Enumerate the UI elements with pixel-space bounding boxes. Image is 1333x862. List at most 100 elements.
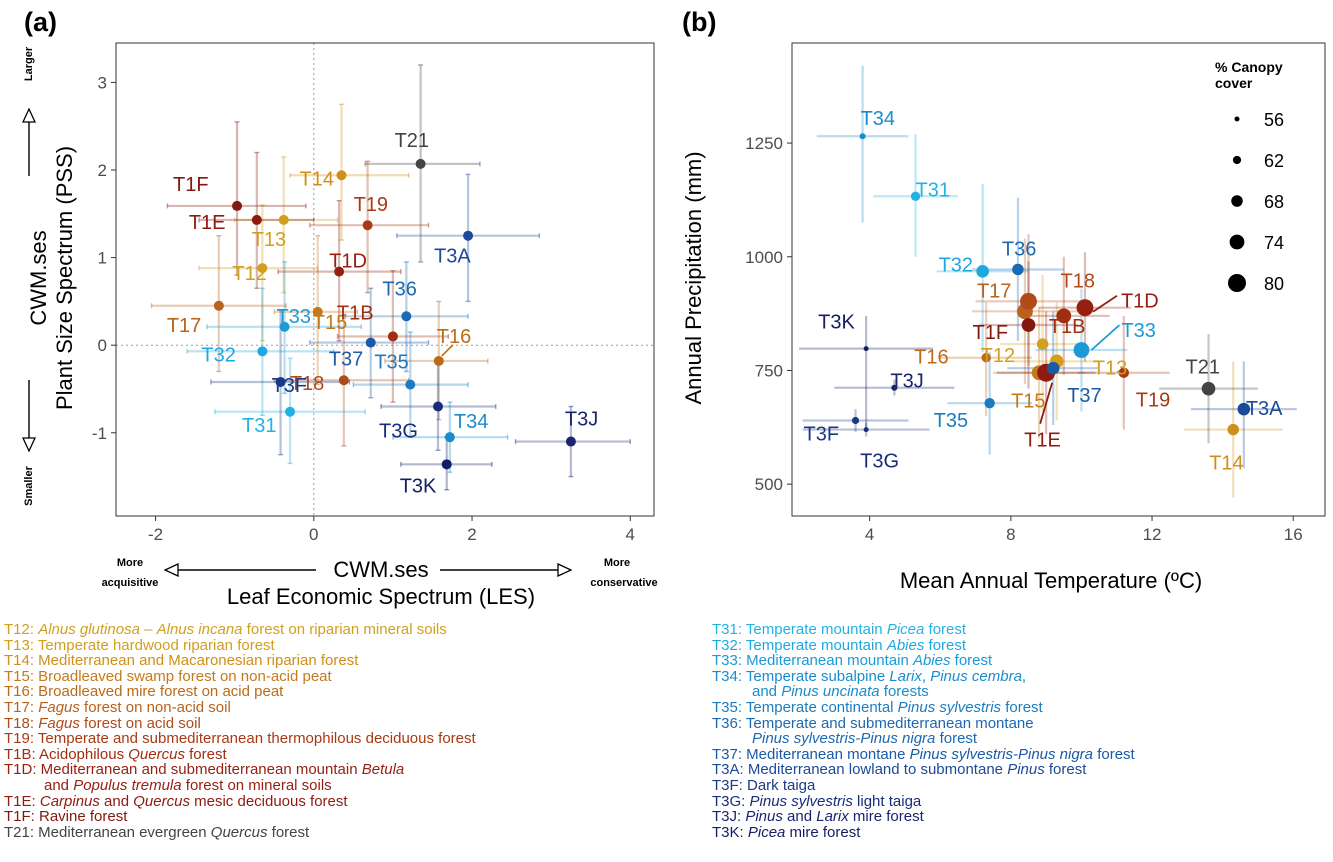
legend-text: T3J: xyxy=(712,808,746,826)
panel-a-frame xyxy=(115,42,655,517)
legend-text: light taiga xyxy=(852,792,922,810)
b-leader-T1D xyxy=(1092,294,1118,313)
b-label-T3A: T3A xyxy=(1246,398,1283,420)
b-label-T13: T13 xyxy=(1093,357,1127,379)
legend-text: T36: Temperate and submediterranean mont… xyxy=(712,714,1034,732)
panel-b-ylabel: Annual Precipitation (mm) xyxy=(681,151,706,404)
legend-entry-T33: T33: Mediterranean mountain Abies forest xyxy=(712,653,1135,669)
b-label-T15: T15 xyxy=(1011,391,1045,413)
legend-entry-T1F: T1F: Ravine forest xyxy=(4,809,476,825)
a-label-T33: T33 xyxy=(277,306,311,328)
a-ytick-label-3: 2 xyxy=(98,161,107,180)
size-legend-dot-62 xyxy=(1232,155,1242,165)
a-label-T3A: T3A xyxy=(434,246,471,268)
a-point-T37 xyxy=(365,337,376,348)
legend-entry-T21: T21: Mediterranean evergreen Quercus for… xyxy=(4,823,476,841)
legend-entry-T36-cont: Pinus sylvestris-Pinus nigra forest xyxy=(712,731,1135,747)
legend-text: Quercus xyxy=(133,792,190,810)
a-label-T3F: T3F xyxy=(272,375,308,397)
b-xtick-label-3: 16 xyxy=(1284,525,1303,544)
a-point-T12 xyxy=(257,263,268,274)
a-xtick-label-0: -2 xyxy=(148,525,163,544)
legend-entry-T15: T15: Broadleaved swamp forest on non-aci… xyxy=(4,667,476,685)
a-point-T1D xyxy=(334,266,345,277)
arrow-left-label-2: acquisitive xyxy=(102,577,159,589)
legend-text: forest on acid soil xyxy=(79,714,201,732)
legend-text: forest on mineral soils xyxy=(181,776,332,794)
arrow-right-label-2: conservative xyxy=(590,577,657,589)
a-label-T1F: T1F xyxy=(173,174,209,196)
legend-text: T21: Mediterranean evergreen xyxy=(4,823,211,841)
legend-text: T15: Broadleaved swamp forest on non-aci… xyxy=(4,667,332,685)
b-point-T33 xyxy=(1073,342,1090,358)
b-leader-T33 xyxy=(1090,324,1121,351)
b-xtick-label-1: 8 xyxy=(1006,525,1015,544)
legend-text: forest xyxy=(184,745,227,763)
size-legend-title-2: cover xyxy=(1215,75,1253,91)
a-point-T34 xyxy=(444,432,455,443)
panel-b-label: (b) xyxy=(682,7,716,37)
legend-text: Pinus cembra xyxy=(930,667,1022,685)
a-label-T17: T17 xyxy=(167,315,201,337)
legend-text: Pinus sylvestris xyxy=(749,792,853,810)
legend-text: and xyxy=(44,776,74,794)
a-label-T13: T13 xyxy=(252,229,286,251)
size-legend-dot-80 xyxy=(1228,274,1246,292)
b-ytick-label-1: 750 xyxy=(755,361,783,380)
b-point-T36 xyxy=(1012,263,1024,276)
a-label-T15: T15 xyxy=(313,312,347,334)
legend-left: T12: Alnus glutinosa – Alnus incana fore… xyxy=(4,622,476,840)
legend-text: T16: Broadleaved mire forest on acid pea… xyxy=(4,683,284,701)
legend-text: Abies xyxy=(912,652,951,670)
a-point-T16 xyxy=(433,355,444,366)
a-point-T3A xyxy=(463,230,474,241)
b-label-T33: T33 xyxy=(1121,320,1155,342)
legend-text: T35: Temperate continental xyxy=(712,698,898,716)
b-label-T1B: T1B xyxy=(1049,316,1086,338)
legend-text: Picea xyxy=(747,823,786,841)
legend-text: and xyxy=(782,808,817,826)
a-label-T35: T35 xyxy=(374,352,408,374)
b-point-T16 xyxy=(981,353,991,363)
a-point-T35 xyxy=(405,379,416,390)
legend-entry-T3J: T3J: Pinus and Larix mire forest xyxy=(712,809,1135,825)
b-label-T14: T14 xyxy=(1209,453,1243,475)
a-point-T31 xyxy=(285,406,296,417)
legend-text: and xyxy=(99,792,134,810)
b-label-T1E: T1E xyxy=(1024,430,1061,452)
legend-entry-T18: T18: Fagus forest on acid soil xyxy=(4,714,476,732)
legend-entry-T3G: T3G: Pinus sylvestris light taiga xyxy=(712,792,1135,810)
a-point-T1B xyxy=(387,331,398,342)
a-xtick-label-3: 4 xyxy=(626,525,635,544)
a-label-T21: T21 xyxy=(395,130,429,152)
panel-a-xlabel-bottom: Leaf Economic Spectrum (LES) xyxy=(227,584,535,609)
b-point-T19 xyxy=(1118,367,1130,378)
a-point-T33 xyxy=(279,321,290,332)
legend-text: mire forest xyxy=(785,823,861,841)
a-label-T1D: T1D xyxy=(329,251,367,273)
legend-text: Larix xyxy=(889,667,922,685)
panel-a-ylabel-bottom: Plant Size Spectrum (PSS) xyxy=(52,146,77,410)
size-legend-label-62: 62 xyxy=(1264,151,1284,171)
legend-text: T19: Temperate and submediterranean ther… xyxy=(4,730,476,748)
legend-entry-T35: T35: Temperate continental Pinus sylvest… xyxy=(712,700,1135,716)
legend-text: T32: Temperate mountain xyxy=(712,636,887,654)
legend-entry-T1B: T1B: Acidophilous Quercus forest xyxy=(4,745,476,763)
a-ytick-label-1: 0 xyxy=(98,336,107,355)
legend-entry-T17: T17: Fagus forest on non-acid soil xyxy=(4,700,476,716)
panel-b-frame xyxy=(791,42,1326,517)
legend-entry-T36: T36: Temperate and submediterranean mont… xyxy=(712,714,1135,732)
legend-entry-T3F: T3F: Dark taiga xyxy=(712,778,1135,794)
b-point-T1F xyxy=(1021,318,1036,332)
legend-text: and xyxy=(752,683,782,701)
size-legend-label-56: 56 xyxy=(1264,110,1284,130)
b-ytick-label-0: 500 xyxy=(755,475,783,494)
b-point-T12 xyxy=(1036,338,1049,350)
a-xtick-label-2: 2 xyxy=(467,525,476,544)
size-legend-title-1: % Canopy xyxy=(1215,59,1283,75)
panel-b-xlabel: Mean Annual Temperature (ºC) xyxy=(900,568,1202,593)
a-point-T17 xyxy=(213,300,224,311)
legend-entry-T13: T13: Temperate hardwood riparian forest xyxy=(4,637,476,654)
b-leader-T1E xyxy=(1039,382,1054,424)
